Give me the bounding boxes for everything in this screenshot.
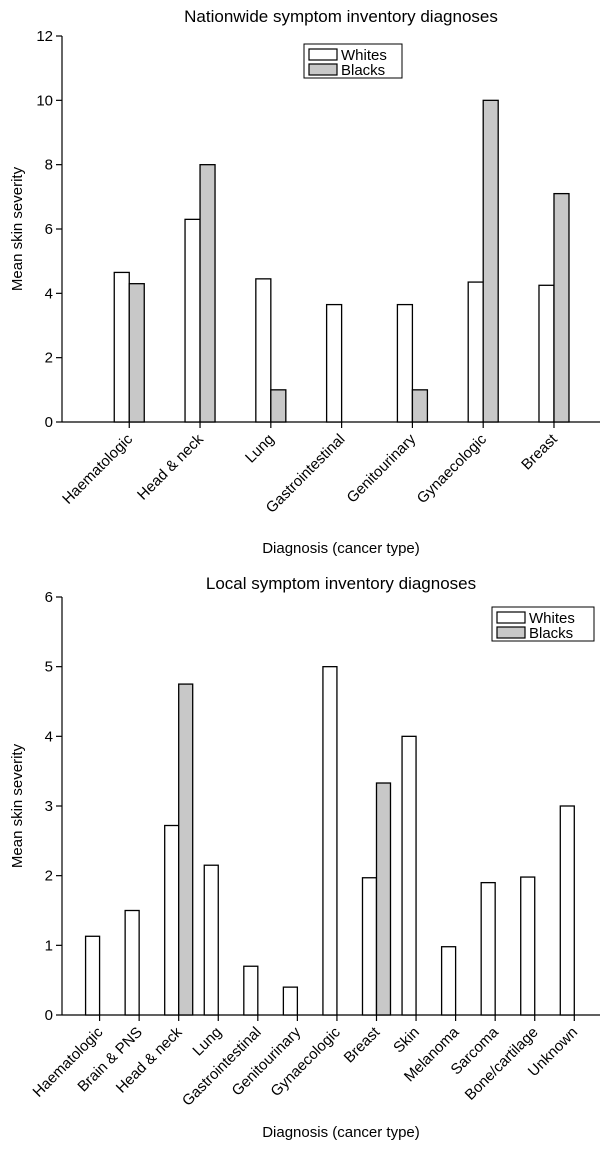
local-y-tick-label: 1 [45, 937, 53, 954]
local-y-axis-label: Mean skin severity [9, 743, 26, 868]
nationwide-y-tick-label: 2 [45, 350, 53, 367]
nationwide-bar-blacks-lung [270, 389, 287, 423]
nationwide-bar-whites-gynaecologic [467, 281, 484, 423]
nationwide-y-tick-label: 12 [36, 28, 53, 45]
local-y-tick-label: 0 [45, 1007, 53, 1024]
nationwide-bar-whites-head-neck [184, 218, 201, 423]
local-legend-label-whites: Whites [529, 610, 575, 627]
nationwide-bar-whites-lung [255, 278, 272, 423]
nationwide-x-axis-label: Diagnosis (cancer type) [262, 540, 420, 557]
nationwide-bar-blacks-gynaecologic [482, 99, 499, 423]
local-x-tick-label-gynaecologic: Gynaecologic [267, 1023, 344, 1100]
nationwide-x-tick-label-lung: Lung [242, 431, 278, 467]
local-legend-swatch-whites [496, 611, 526, 624]
nationwide-y-tick-label: 0 [45, 414, 53, 431]
local-bar-whites-haematologic [84, 935, 101, 1016]
nationwide-x-tick-label-genitourinary: Genitourinary [344, 430, 420, 506]
local-chart-title: Local symptom inventory diagnoses [206, 574, 476, 593]
nationwide-bar-whites-breast [538, 284, 555, 423]
nationwide-y-tick-label: 4 [45, 285, 53, 302]
nationwide-bar-blacks-haematologic [128, 283, 145, 423]
local-bar-blacks-head-neck [178, 683, 194, 1016]
nationwide-legend-swatch-whites [308, 48, 338, 61]
nationwide-bar-whites-haematologic [113, 271, 130, 423]
nationwide-y-tick-label: 10 [36, 92, 53, 109]
local-bar-whites-skin [401, 735, 417, 1016]
nationwide-bar-whites-genitourinary [396, 303, 414, 423]
nationwide-bar-blacks-head-neck [199, 164, 216, 423]
local-bar-whites-genitourinary [282, 986, 299, 1016]
nationwide-y-tick-label: 6 [45, 221, 53, 238]
local-chart: Local symptom inventory diagnoses 0 1 2 3 4 5 6… [0, 573, 615, 1146]
nationwide-y-axis-label: Mean skin severity [9, 166, 26, 291]
local-y-tick-label: 4 [45, 728, 53, 745]
local-legend-label-blacks: Blacks [529, 625, 573, 642]
nationwide-x-tick-label-head-neck: Head & neck [134, 430, 207, 503]
nationwide-x-tick-label-gynaecologic: Gynaecologic [414, 430, 491, 507]
local-bar-whites-unknown [559, 805, 575, 1016]
local-y-tick-label: 5 [45, 659, 53, 676]
nationwide-bar-blacks-genitourinary [411, 389, 429, 423]
nationwide-chart-title: Nationwide symptom inventory diagnoses [184, 7, 498, 26]
local-bar-whites-breast [361, 877, 378, 1016]
nationwide-legend-label-whites: Whites [341, 47, 387, 64]
local-bar-whites-bone-cartilage [520, 876, 536, 1016]
local-x-axis-label: Diagnosis (cancer type) [262, 1124, 420, 1141]
local-bar-whites-head-neck [164, 824, 180, 1016]
local-bar-whites-gynaecologic [322, 666, 338, 1016]
local-legend-swatch-blacks [496, 626, 526, 639]
nationwide-legend-swatch-blacks [308, 63, 338, 76]
nationwide-x-tick-label-breast: Breast [518, 430, 561, 473]
nationwide-legend-label-blacks: Blacks [341, 62, 385, 79]
local-y-tick-label: 6 [45, 589, 53, 606]
local-bar-whites-melanoma [440, 946, 457, 1016]
nationwide-chart: Nationwide symptom inventory diagnoses 0 2… [0, 0, 615, 573]
local-bar-blacks-breast [375, 782, 392, 1016]
nationwide-bar-blacks-breast [553, 192, 570, 423]
local-bar-whites-sarcoma [480, 881, 496, 1016]
local-bar-whites-lung [203, 864, 219, 1016]
nationwide-y-tick-label: 8 [45, 157, 53, 174]
nationwide-x-tick-label-haematologic: Haematologic [59, 430, 136, 507]
local-x-tick-label-skin: Skin [390, 1024, 423, 1057]
local-y-tick-label: 3 [45, 798, 53, 815]
local-bar-whites-brain-pns [124, 909, 140, 1016]
local-chart-svg: Local symptom inventory diagnoses 0 1 2 3 4 5 6… [9, 574, 600, 1141]
local-y-tick-label: 2 [45, 868, 53, 885]
local-bar-whites-gastrointestinal [243, 965, 259, 1016]
nationwide-chart-svg: Nationwide symptom inventory diagnoses 0 2… [9, 7, 600, 557]
nationwide-bar-whites-gastrointestinal [325, 303, 343, 423]
local-x-tick-label-breast: Breast [341, 1023, 384, 1066]
local-x-tick-label-lung: Lung [189, 1024, 225, 1060]
